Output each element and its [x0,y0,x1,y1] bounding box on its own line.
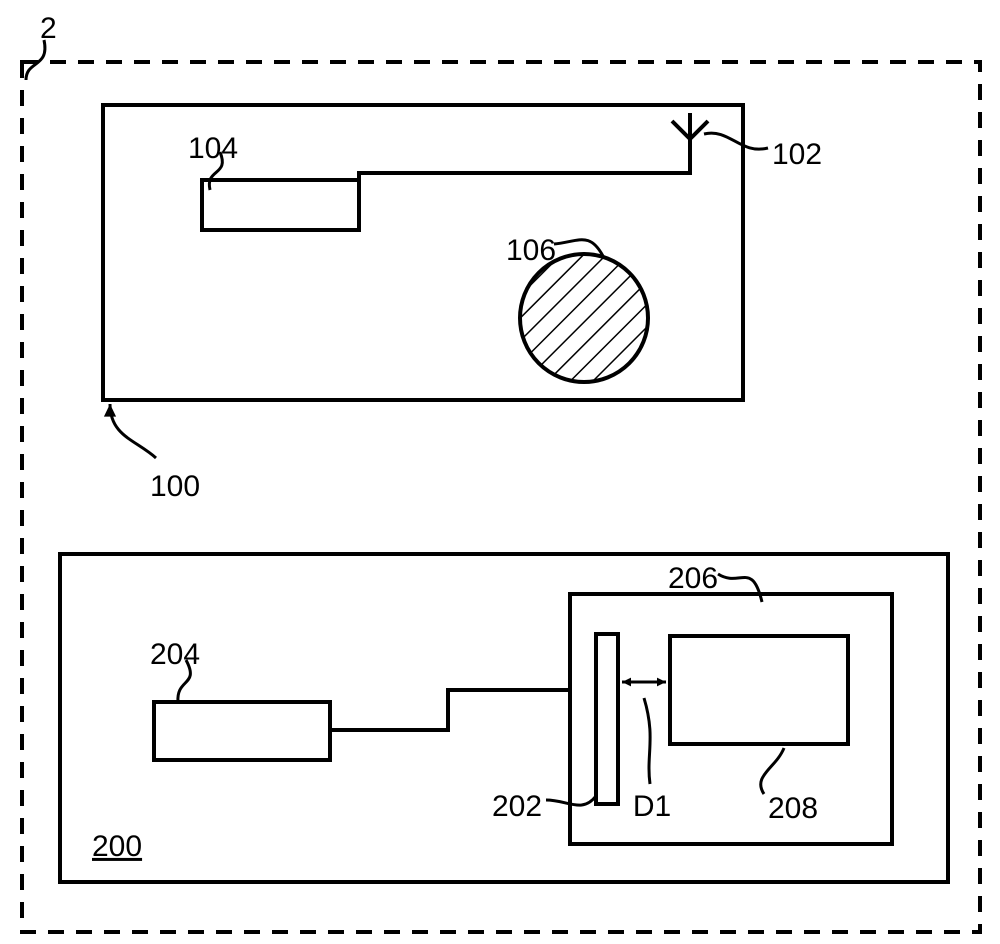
label-100: 100 [150,470,200,503]
label-200: 200 [92,830,142,863]
label-204: 204 [150,638,200,671]
label-102: 102 [772,138,822,171]
label-106: 106 [506,234,556,267]
label-202: 202 [492,790,542,823]
hatched-circle-106 [520,254,648,382]
label-206: 206 [668,562,718,595]
block-200 [60,554,948,882]
box-104 [202,180,359,230]
box-204 [154,702,330,760]
label-208: 208 [768,792,818,825]
wire-102-to-104 [359,157,690,180]
label-d1: D1 [633,790,671,823]
box-208 [670,636,848,744]
connector-204-to-206 [330,690,570,730]
slot-202 [596,634,618,804]
label-2: 2 [40,12,57,45]
label-104: 104 [188,132,238,165]
